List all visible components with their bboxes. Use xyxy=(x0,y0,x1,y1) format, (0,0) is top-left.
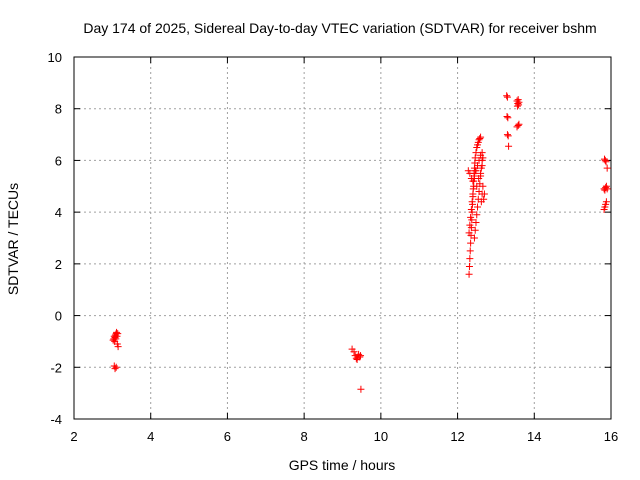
data-point xyxy=(465,270,473,278)
data-point xyxy=(469,177,477,185)
data-point xyxy=(476,134,484,142)
data-point xyxy=(477,169,485,177)
data-point xyxy=(466,247,474,255)
data-point xyxy=(478,162,486,170)
x-tick-label: 16 xyxy=(604,429,618,444)
data-point xyxy=(477,133,485,141)
y-tick-label: 10 xyxy=(48,50,62,65)
tick-labels: 2 4 6 8 10 12 14 16 -4 -2 0 2 4 6 8 10 xyxy=(48,50,619,444)
data-point xyxy=(504,132,512,140)
data-point xyxy=(466,255,474,263)
y-tick-label: 6 xyxy=(55,153,62,168)
x-tick-label: 4 xyxy=(147,429,154,444)
plot-frame xyxy=(73,56,612,420)
data-point xyxy=(515,101,523,109)
grid-lines xyxy=(74,57,611,419)
data-point xyxy=(470,172,478,180)
data-point xyxy=(473,182,481,190)
data-point xyxy=(465,229,473,237)
data-point xyxy=(513,102,521,110)
data-point xyxy=(468,198,476,206)
y-tick-label: -4 xyxy=(50,412,62,427)
y-axis-label: SDTVAR / TECUs xyxy=(5,183,21,295)
data-point xyxy=(601,156,609,164)
data-point xyxy=(503,112,511,120)
data-point xyxy=(472,167,480,175)
data-point xyxy=(514,122,522,130)
data-point xyxy=(357,385,365,393)
data-point xyxy=(473,211,481,219)
data-point xyxy=(602,184,610,192)
data-point xyxy=(352,354,360,362)
data-point xyxy=(479,182,487,190)
data-point xyxy=(480,195,488,203)
data-point xyxy=(504,114,512,122)
data-point xyxy=(603,185,611,193)
data-point xyxy=(114,343,122,351)
data-point xyxy=(466,221,474,229)
data-point xyxy=(474,203,482,211)
data-point xyxy=(350,348,358,356)
data-point xyxy=(111,365,119,373)
x-tick-label: 10 xyxy=(374,429,388,444)
data-point xyxy=(472,149,480,157)
data-point xyxy=(475,175,483,183)
data-point xyxy=(467,213,475,221)
data-point xyxy=(465,262,473,270)
data-point xyxy=(602,158,610,166)
data-point xyxy=(467,206,475,214)
data-point xyxy=(515,120,523,128)
data-point xyxy=(602,198,610,206)
data-point xyxy=(503,92,511,100)
data-point xyxy=(480,190,488,198)
data-point xyxy=(479,154,487,162)
y-tick-label: 8 xyxy=(55,102,62,117)
data-point xyxy=(114,330,122,338)
axis-ticks xyxy=(73,56,612,420)
x-axis-label: GPS time / hours xyxy=(289,457,396,473)
data-point xyxy=(503,131,511,139)
y-tick-label: -2 xyxy=(50,360,62,375)
data-point xyxy=(469,190,477,198)
data-point xyxy=(471,226,479,234)
y-tick-label: 0 xyxy=(55,309,62,324)
x-tick-label: 12 xyxy=(450,429,464,444)
chart-title: Day 174 of 2025, Sidereal Day-to-day VTE… xyxy=(83,20,596,36)
y-tick-label: 4 xyxy=(55,205,62,220)
data-point xyxy=(472,218,480,226)
data-point xyxy=(478,149,486,157)
data-point xyxy=(467,239,475,247)
data-point xyxy=(503,93,511,101)
data-point xyxy=(603,164,611,172)
data-point xyxy=(471,154,479,162)
x-tick-label: 14 xyxy=(527,429,541,444)
data-point xyxy=(466,169,474,177)
data-point xyxy=(357,352,365,360)
data-point xyxy=(356,353,364,361)
x-tick-label: 8 xyxy=(301,429,308,444)
x-tick-label: 2 xyxy=(70,429,77,444)
data-point xyxy=(112,363,120,371)
data-points xyxy=(109,92,611,393)
x-tick-label: 6 xyxy=(224,429,231,444)
data-point xyxy=(505,142,513,150)
data-point xyxy=(470,234,478,242)
y-tick-label: 2 xyxy=(55,257,62,272)
